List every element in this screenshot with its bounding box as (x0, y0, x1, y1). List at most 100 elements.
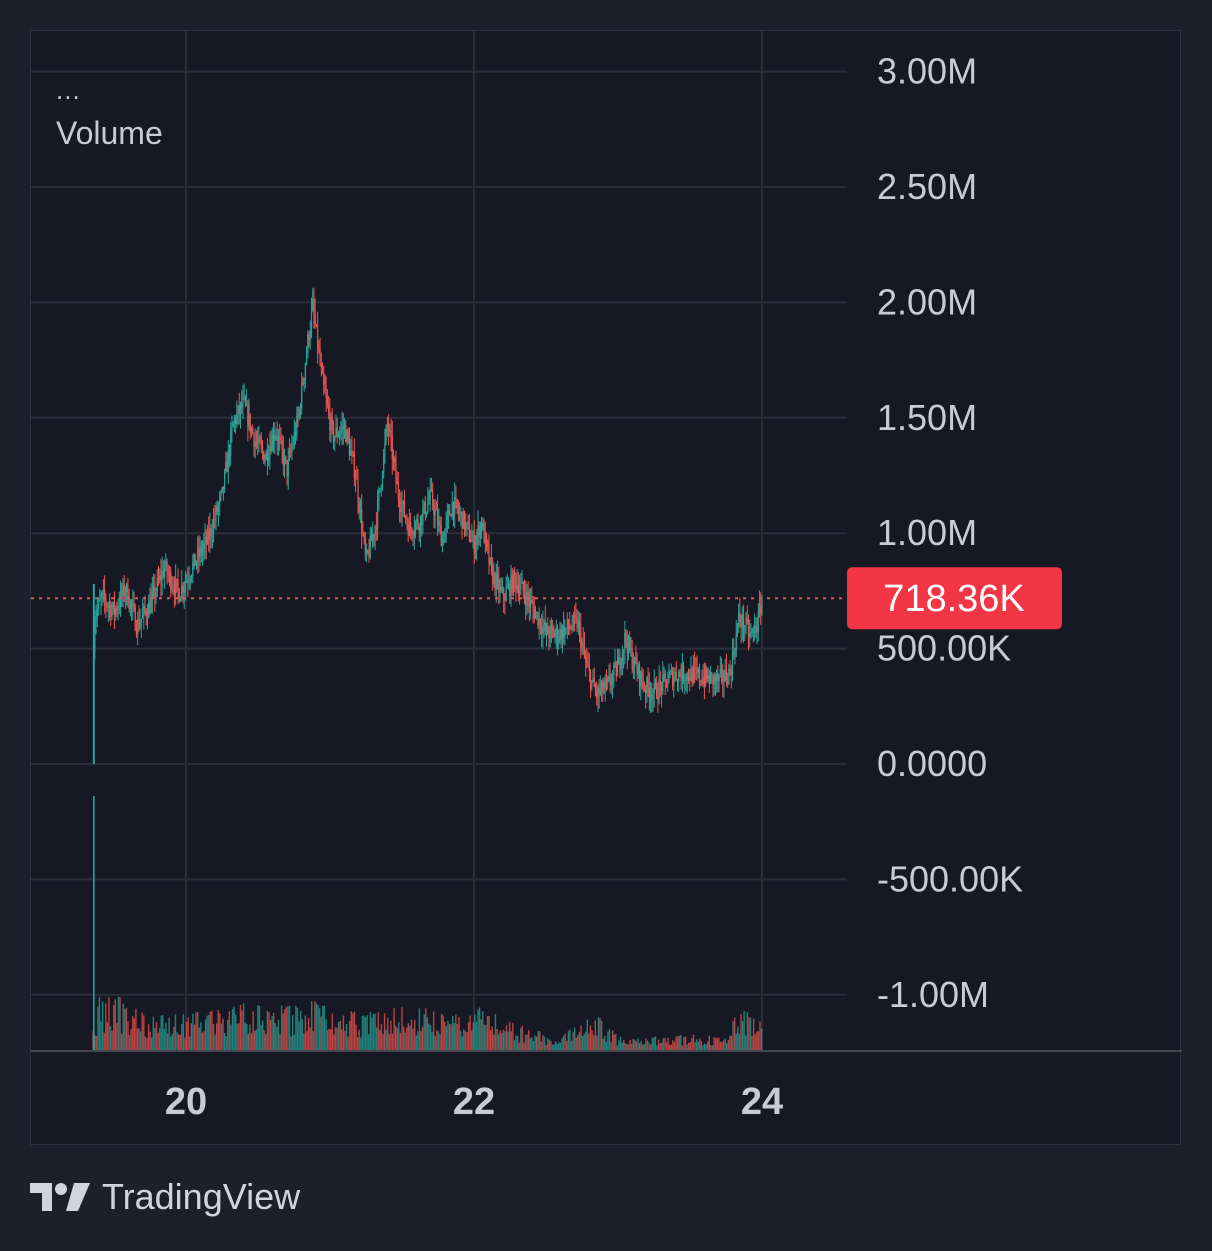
candle-body (607, 677, 609, 682)
candle-body (304, 363, 306, 379)
volume-bar (124, 1008, 126, 1051)
candle-body (627, 637, 630, 654)
candle-body (362, 532, 364, 534)
candle-body (538, 618, 540, 627)
volume-bar (244, 1022, 246, 1051)
candle-body (373, 534, 375, 537)
candle-body (255, 441, 258, 443)
candle-body (166, 561, 168, 574)
y-tick-label: -1.00M (877, 974, 989, 1015)
candle-body (553, 630, 555, 638)
candle-body (351, 450, 353, 452)
candle-body (144, 606, 146, 612)
y-tick-label: 2.00M (877, 281, 977, 322)
candle-body (111, 609, 113, 617)
candle-body (283, 456, 286, 466)
candle-body (412, 534, 414, 536)
candle-body (714, 675, 717, 682)
candle-body (521, 581, 523, 584)
candle-body (211, 533, 213, 536)
candle-body (687, 672, 690, 679)
candle-body (578, 621, 581, 627)
volume-bar (596, 1035, 598, 1051)
volume-bar (406, 1027, 408, 1051)
candle-body (719, 669, 721, 675)
volume-bar (127, 1020, 129, 1051)
candle-body (587, 664, 589, 667)
candle-body (399, 498, 401, 508)
candle-body (417, 519, 419, 527)
volume-bar (695, 1039, 698, 1051)
volume-bar (642, 1044, 644, 1051)
volume-bar (575, 1037, 577, 1051)
volume-bar (423, 1014, 425, 1051)
candle-body (197, 548, 199, 562)
candle-body (235, 418, 237, 424)
candle-body (105, 598, 107, 605)
volume-bar (741, 1021, 744, 1051)
candle-body (532, 602, 534, 609)
volume-bar (261, 1020, 264, 1051)
volume-bar (444, 1021, 446, 1051)
volume-bar (103, 1032, 105, 1051)
volume-bar (193, 1024, 196, 1051)
volume-bar (139, 1031, 142, 1051)
candle-body (239, 403, 242, 414)
candle-body (145, 611, 147, 617)
candle-body (342, 426, 344, 429)
candle-body (685, 680, 687, 682)
candle-body (717, 673, 719, 681)
candle-body (526, 592, 528, 606)
candle-body (703, 678, 705, 685)
candle-body (172, 587, 174, 589)
x-tick-label: 20 (165, 1081, 207, 1123)
candle-body (751, 630, 753, 634)
volume-bar (459, 1030, 462, 1051)
volume-bar (738, 1033, 741, 1051)
y-tick-label: -500.00K (877, 858, 1023, 899)
volume-bar (330, 1029, 332, 1051)
volume-bar (662, 1038, 665, 1051)
candle-body (747, 621, 750, 637)
volume-bar (657, 1039, 660, 1051)
volume-bar (412, 1028, 414, 1051)
volume-bar (113, 1005, 115, 1051)
candle-body (270, 446, 272, 451)
chart-frame[interactable]: 3.00M 2.50M 2.00M 1.50M 1.00M 500.00K 0.0000 -5… (30, 30, 1182, 1146)
candle-body (758, 605, 761, 612)
legend-more-dots[interactable]: ... (56, 75, 81, 105)
volume-bar (516, 1035, 519, 1051)
candle-body (183, 588, 185, 593)
volume-bar (478, 1007, 481, 1051)
candle-body (727, 680, 729, 685)
volume-bar (745, 1035, 747, 1051)
candle-body (745, 618, 747, 629)
candle-body (155, 591, 157, 598)
volume-bar (562, 1035, 565, 1051)
brand[interactable]: TradingView (30, 1172, 300, 1222)
candle-body (306, 353, 308, 364)
candle-body (391, 436, 393, 460)
candle-body (101, 592, 103, 598)
candle-body (537, 612, 539, 627)
volume-bar (707, 1041, 709, 1051)
candle-body (564, 627, 566, 638)
volume-bar (470, 1030, 473, 1051)
candle-body (258, 437, 260, 443)
candle-body (400, 507, 402, 512)
chart-svg[interactable]: 3.00M 2.50M 2.00M 1.50M 1.00M 500.00K 0.0000 -5… (31, 31, 1182, 1146)
volume-bar (418, 1008, 421, 1051)
volume-bar (296, 1007, 299, 1051)
candle-body (423, 501, 425, 510)
volume-bar (539, 1031, 541, 1051)
volume-bar (453, 1023, 455, 1051)
volume-bar (325, 1019, 327, 1051)
legend-title[interactable]: Volume (56, 115, 163, 151)
volume-bar (480, 1019, 482, 1051)
candle-body (552, 627, 554, 631)
volume-bar (166, 1033, 169, 1051)
candle-body (221, 486, 223, 492)
candle-body (361, 509, 363, 533)
volume-bar (322, 1005, 324, 1051)
volume-bar (255, 1029, 257, 1051)
